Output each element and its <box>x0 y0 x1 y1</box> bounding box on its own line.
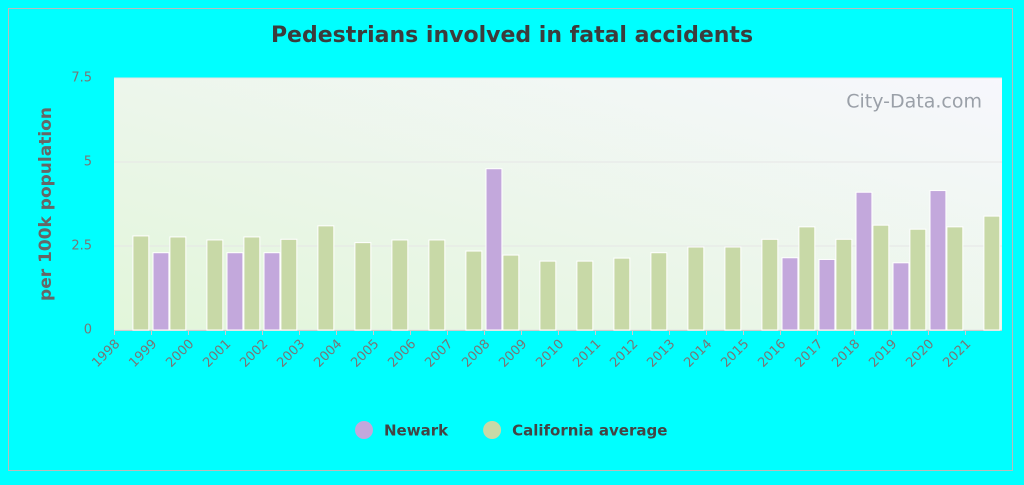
bar <box>687 246 705 331</box>
bar <box>465 250 483 331</box>
bar <box>576 260 594 331</box>
bar <box>169 236 187 331</box>
legend-label: Newark <box>384 422 449 440</box>
y-tick-label: 7.5 <box>71 71 92 86</box>
bar <box>781 257 799 331</box>
bar <box>946 226 964 331</box>
y-tick-label: 5 <box>84 155 92 170</box>
watermark: City-Data.com <box>846 91 982 113</box>
bar <box>872 224 890 331</box>
y-axis-label: per 100k population <box>36 107 56 301</box>
bar <box>761 238 779 331</box>
bar <box>354 242 372 331</box>
bar <box>724 246 742 331</box>
bar <box>539 260 557 331</box>
y-tick-label: 0 <box>84 323 92 338</box>
bar <box>650 252 668 331</box>
bar <box>835 238 853 331</box>
bar <box>243 236 261 331</box>
bar <box>226 252 244 331</box>
bar <box>818 258 836 331</box>
bar <box>206 239 224 331</box>
bar <box>855 191 873 331</box>
bar <box>929 190 947 331</box>
bar <box>502 254 520 331</box>
legend-swatch <box>483 421 502 439</box>
y-tick-label: 2.5 <box>71 239 92 254</box>
bar <box>317 225 335 331</box>
chart-title: Pedestrians involved in fatal accidents <box>271 23 753 48</box>
bar <box>280 238 298 331</box>
bar <box>428 239 446 331</box>
plot-area <box>114 78 1002 330</box>
legend-label: California average <box>512 422 667 440</box>
bar <box>892 262 910 331</box>
bar <box>798 226 816 331</box>
bar <box>983 215 1001 331</box>
bar <box>485 168 503 331</box>
bar <box>152 252 170 331</box>
legend: Newark California average <box>355 421 667 440</box>
legend-swatch <box>355 421 373 439</box>
bars <box>132 168 1001 331</box>
bar <box>909 228 927 331</box>
bar <box>391 239 409 331</box>
bar <box>132 235 150 331</box>
bar <box>263 252 281 331</box>
bar <box>613 257 631 331</box>
